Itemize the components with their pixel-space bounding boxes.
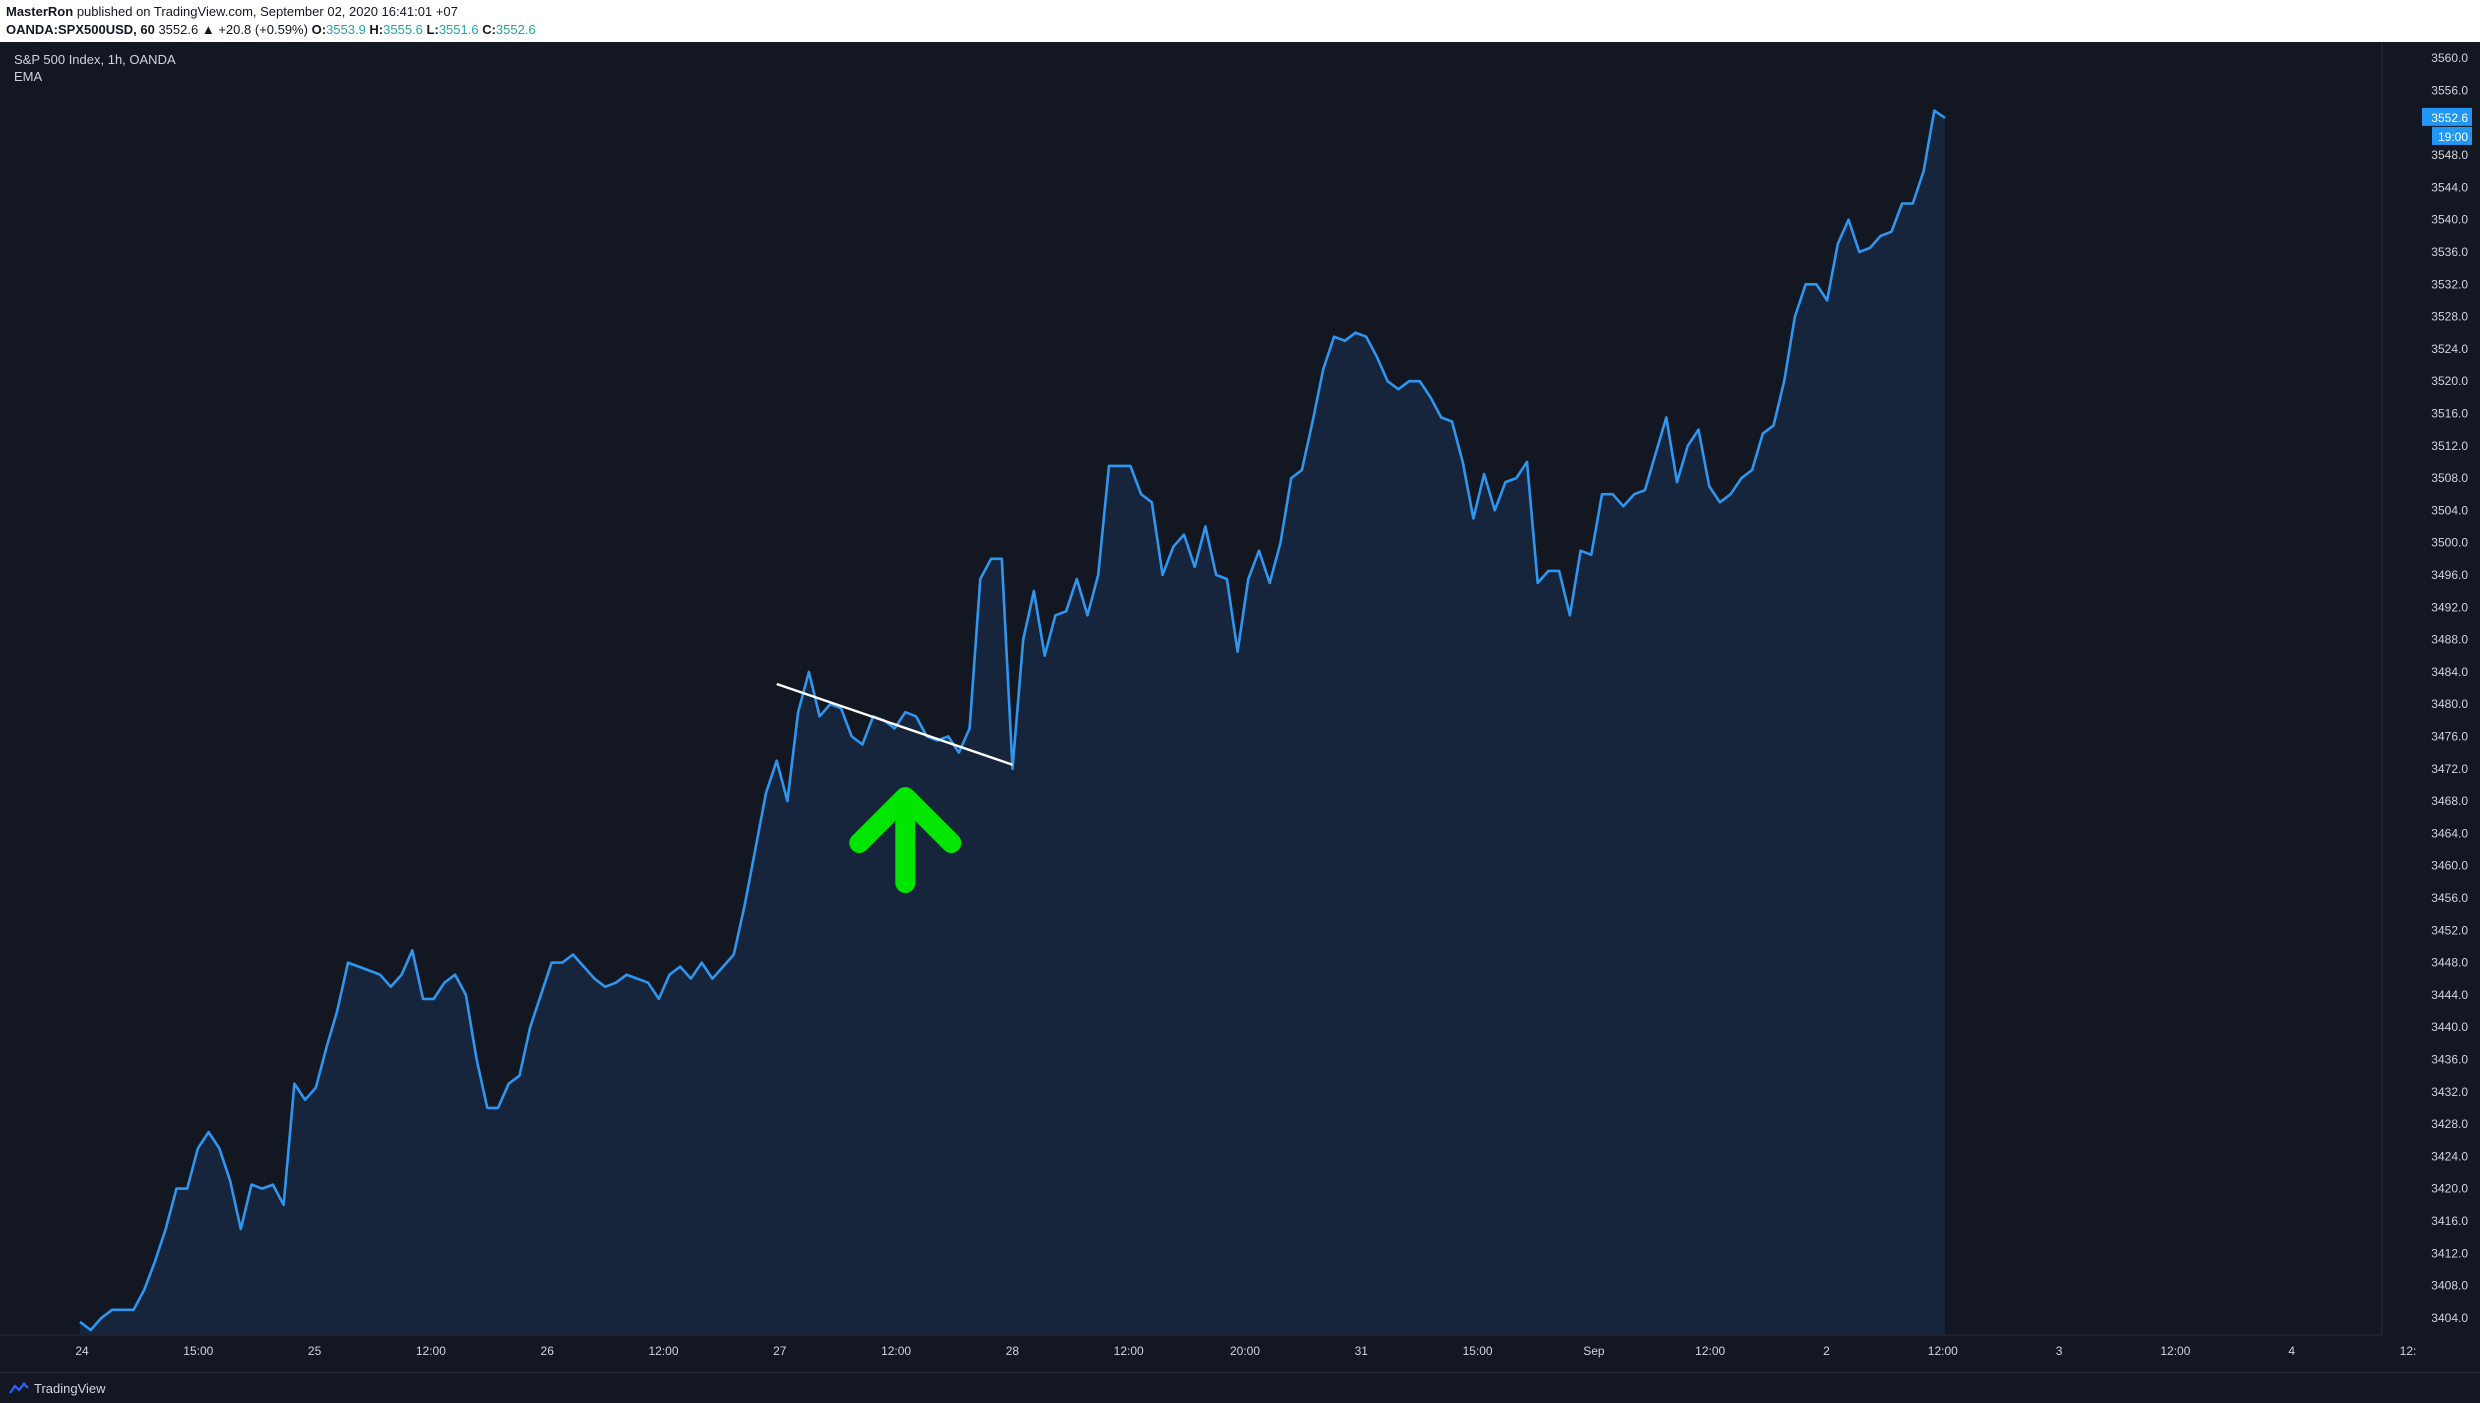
y-tick-label: 3412.0 <box>2431 1246 2468 1260</box>
low-value: 3551.6 <box>438 22 479 37</box>
tradingview-logo-icon <box>9 1382 29 1394</box>
y-tick-label: 3556.0 <box>2431 83 2468 97</box>
publish-header: MasterRon published on TradingView.com, … <box>0 0 2480 42</box>
x-tick-label: 12:00 <box>416 1344 446 1358</box>
footer-bar: TradingView <box>0 1372 2480 1403</box>
x-tick-label: 4 <box>2288 1344 2295 1358</box>
y-tick-label: 3460.0 <box>2431 859 2468 873</box>
y-tick-label: 3424.0 <box>2431 1149 2468 1163</box>
y-tick-label: 3500.0 <box>2431 536 2468 550</box>
y-tick-label: 3468.0 <box>2431 794 2468 808</box>
green-up-arrow-icon <box>849 786 962 893</box>
price-line[interactable] <box>79 109 1946 1332</box>
ohlc-bar: OANDA:SPX500USD, 60 3552.6 ▲ +20.8 (+0.5… <box>6 22 536 37</box>
y-tick-label: 3560.0 <box>2431 51 2468 65</box>
open-label: O: <box>311 22 327 37</box>
y-tick-label: 3484.0 <box>2431 665 2468 679</box>
y-tick-label: 3408.0 <box>2431 1279 2468 1293</box>
y-tick-label: 3528.0 <box>2431 310 2468 324</box>
y-tick-label: 3512.0 <box>2431 439 2468 453</box>
y-tick-label: 3416.0 <box>2431 1214 2468 1228</box>
x-tick-label: 28 <box>1006 1344 1020 1358</box>
current-price-badge <box>2422 107 2472 126</box>
y-tick-label: 3536.0 <box>2431 245 2468 259</box>
x-tick-label: 27 <box>773 1344 787 1358</box>
close-value: 3552.6 <box>495 22 536 37</box>
current-time-label: 19:00 <box>2438 130 2468 144</box>
y-tick-label: 3480.0 <box>2431 697 2468 711</box>
y-tick-label: 3452.0 <box>2431 923 2468 937</box>
x-tick-label: 12: <box>2400 1344 2417 1358</box>
footer-brand[interactable]: TradingView <box>34 1381 106 1396</box>
publish-text: published on TradingView.com, September … <box>76 4 458 19</box>
open-value: 3553.9 <box>326 22 366 37</box>
y-tick-label: 3436.0 <box>2431 1052 2468 1066</box>
legend-title[interactable]: S&P 500 Index, 1h, OANDA <box>14 52 176 67</box>
x-tick-label: 12:00 <box>648 1344 678 1358</box>
y-tick-label: 3444.0 <box>2431 988 2468 1002</box>
x-tick-label: 2 <box>1823 1344 1830 1358</box>
y-tick-label: 3440.0 <box>2431 1020 2468 1034</box>
y-tick-label: 3540.0 <box>2431 213 2468 227</box>
x-tick-label: 26 <box>541 1344 555 1358</box>
y-tick-label: 3496.0 <box>2431 568 2468 582</box>
x-tick-label: 12:00 <box>881 1344 911 1358</box>
y-tick-label: 3420.0 <box>2431 1182 2468 1196</box>
y-tick-label: 3432.0 <box>2431 1085 2468 1099</box>
price-chart[interactable]: 3560.0 3556.0 3548.0 3544.0 3540.0 3536.0 3532… <box>0 42 2480 1372</box>
y-tick-label: 3516.0 <box>2431 406 2468 420</box>
x-tick-label: 12:00 <box>1695 1344 1725 1358</box>
x-tick-label: Sep <box>1583 1344 1605 1358</box>
high-label: H: <box>369 22 384 37</box>
author-name[interactable]: MasterRon <box>6 4 74 19</box>
y-tick-label: 3472.0 <box>2431 762 2468 776</box>
y-tick-label: 3488.0 <box>2431 633 2468 647</box>
y-tick-label: 3464.0 <box>2431 826 2468 840</box>
y-tick-label: 3492.0 <box>2431 600 2468 614</box>
x-tick-label: 12:00 <box>2160 1344 2190 1358</box>
chart-legend: S&P 500 Index, 1h, OANDA EMA <box>14 52 176 86</box>
y-tick-label: 3456.0 <box>2431 891 2468 905</box>
x-tick-label: 24 <box>75 1344 89 1358</box>
y-tick-label: 3532.0 <box>2431 277 2468 291</box>
y-tick-label: 3448.0 <box>2431 956 2468 970</box>
symbol-label: OANDA:SPX500USD, 60 <box>6 22 155 37</box>
current-time-badge <box>2432 126 2472 145</box>
y-tick-label: 3544.0 <box>2431 180 2468 194</box>
low-label: L: <box>426 22 439 37</box>
legend-indicator[interactable]: EMA <box>14 69 43 84</box>
x-tick-label: 15:00 <box>1463 1344 1493 1358</box>
price-change: ▲ +20.8 (+0.59%) <box>201 22 308 37</box>
publish-info: MasterRon published on TradingView.com, … <box>6 4 458 19</box>
trendline-annotation[interactable] <box>776 682 1013 766</box>
x-tick-label: 3 <box>2056 1344 2063 1358</box>
y-tick-label: 3476.0 <box>2431 729 2468 743</box>
y-tick-label: 3548.0 <box>2431 148 2468 162</box>
y-tick-label: 3520.0 <box>2431 374 2468 388</box>
x-tick-label: 20:00 <box>1230 1344 1260 1358</box>
y-tick-label: 3428.0 <box>2431 1117 2468 1131</box>
x-tick-label: 31 <box>1355 1344 1369 1358</box>
price-area-fill <box>80 110 1945 1335</box>
x-tick-label: 25 <box>308 1344 322 1358</box>
x-tick-label: 15:00 <box>183 1344 213 1358</box>
y-tick-label: 3508.0 <box>2431 471 2468 485</box>
high-value: 3555.6 <box>383 22 423 37</box>
current-price-label: 3552.6 <box>2431 111 2468 125</box>
close-label: C: <box>482 22 496 37</box>
last-price: 3552.6 <box>158 22 199 37</box>
y-tick-label: 3404.0 <box>2431 1311 2468 1325</box>
chart-area[interactable]: 3560.0 3556.0 3548.0 3544.0 3540.0 3536.0 3532… <box>0 42 2480 1372</box>
x-tick-label: 12:00 <box>1928 1344 1958 1358</box>
y-tick-label: 3504.0 <box>2431 503 2468 517</box>
y-tick-label: 3524.0 <box>2431 342 2468 356</box>
x-tick-label: 12:00 <box>1114 1344 1144 1358</box>
